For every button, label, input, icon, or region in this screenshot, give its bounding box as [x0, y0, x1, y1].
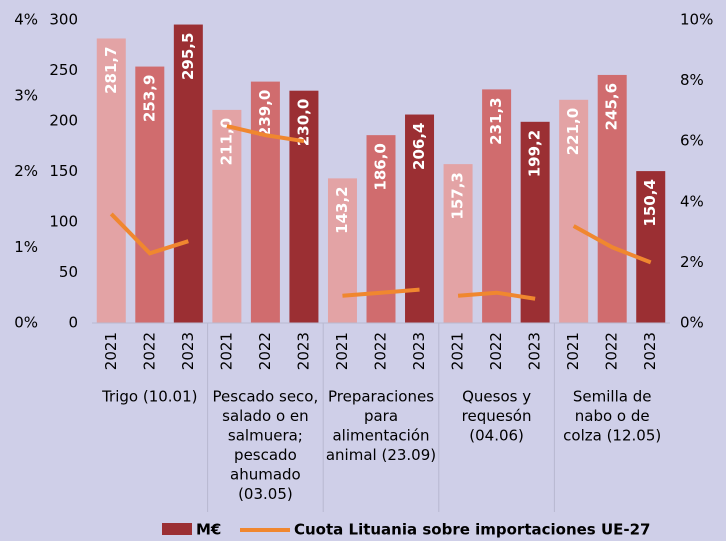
legend-label: M€ [196, 521, 221, 539]
value-label: 231,3 [487, 97, 505, 144]
y-tick-label: 100 [49, 213, 78, 231]
value-label: 245,6 [603, 83, 621, 130]
value-label: 199,2 [526, 130, 544, 177]
group-label: Pescado seco, [213, 388, 319, 406]
value-label: 150,4 [641, 179, 659, 226]
bar [597, 74, 627, 323]
share-line [457, 290, 536, 301]
year-label: 2022 [487, 332, 505, 370]
y3-tick-label: 3% [14, 86, 38, 104]
share-line [572, 224, 652, 265]
legend-swatch [162, 523, 192, 535]
y-tick-label: 150 [49, 162, 78, 180]
bar [212, 109, 242, 323]
y2-tick-label: 6% [680, 132, 704, 150]
bar [135, 66, 165, 323]
bar [520, 121, 550, 323]
group-label: nabo o de [575, 407, 650, 425]
value-label: 295,5 [179, 33, 197, 80]
year-label: 2021 [449, 332, 467, 370]
bar [482, 89, 512, 324]
year-label: 2021 [217, 332, 235, 370]
year-label: 2022 [603, 332, 621, 370]
value-label: 281,7 [102, 46, 120, 93]
value-label: 221,0 [564, 108, 582, 155]
bar [327, 178, 357, 323]
value-label: 206,4 [410, 123, 428, 170]
year-label: 2021 [333, 332, 351, 370]
y-tick-label: 200 [49, 112, 78, 130]
bar [559, 99, 589, 323]
y3-tick-label: 4% [14, 11, 38, 29]
y-tick-label: 50 [59, 263, 78, 281]
group-label: Quesos y [462, 388, 531, 406]
group-label: Semilla de [573, 388, 652, 406]
bar [250, 81, 280, 323]
year-label: 2022 [256, 332, 274, 370]
year-label: 2023 [526, 332, 544, 370]
year-label: 2022 [372, 332, 390, 370]
group-label: salmuera; [228, 427, 303, 445]
legend-label: Cuota Lituania sobre importaciones UE-27 [294, 521, 650, 539]
value-label: 211,0 [217, 118, 235, 165]
bar [289, 90, 319, 323]
year-label: 2021 [564, 332, 582, 370]
bar [636, 171, 666, 323]
bar [173, 24, 203, 323]
value-label: 186,0 [372, 143, 390, 190]
group-label: ahumado [230, 466, 301, 484]
group-label: (03.05) [238, 485, 293, 503]
group-label: alimentación [332, 427, 429, 445]
year-label: 2023 [179, 332, 197, 370]
group-label: salado o en [222, 407, 309, 425]
year-label: 2023 [641, 332, 659, 370]
share-line [342, 287, 420, 298]
y2-tick-label: 10% [680, 11, 713, 29]
share-line [109, 212, 189, 256]
year-label: 2023 [410, 332, 428, 370]
year-label: 2023 [294, 332, 312, 370]
y-tick-label: 0 [68, 314, 78, 332]
share-line [226, 124, 305, 144]
group-label: animal (23.09) [326, 446, 436, 464]
bar [405, 114, 435, 323]
value-label: 143,2 [333, 186, 351, 233]
group-label: para [364, 407, 398, 425]
value-label: 239,0 [256, 90, 274, 137]
group-label: (04.06) [469, 427, 524, 445]
value-label: 157,3 [449, 172, 467, 219]
y2-tick-label: 2% [680, 253, 704, 271]
y2-tick-label: 0% [680, 314, 704, 332]
y2-tick-label: 4% [680, 192, 704, 210]
y-tick-label: 300 [49, 11, 78, 29]
value-label: 230,0 [294, 99, 312, 146]
year-label: 2022 [140, 332, 158, 370]
y-tick-label: 250 [49, 61, 78, 79]
group-label: Preparaciones [328, 388, 434, 406]
y3-tick-label: 2% [14, 162, 38, 180]
group-label: Trigo (10.01) [101, 388, 197, 406]
y2-tick-label: 8% [680, 71, 704, 89]
group-label: requesón [462, 407, 532, 425]
bar [96, 38, 126, 323]
value-label: 253,9 [140, 75, 158, 122]
group-label: colza (12.05) [563, 427, 661, 445]
year-label: 2021 [102, 332, 120, 370]
group-label: pescado [234, 446, 297, 464]
y3-tick-label: 0% [14, 314, 38, 332]
y3-tick-label: 1% [14, 238, 38, 256]
